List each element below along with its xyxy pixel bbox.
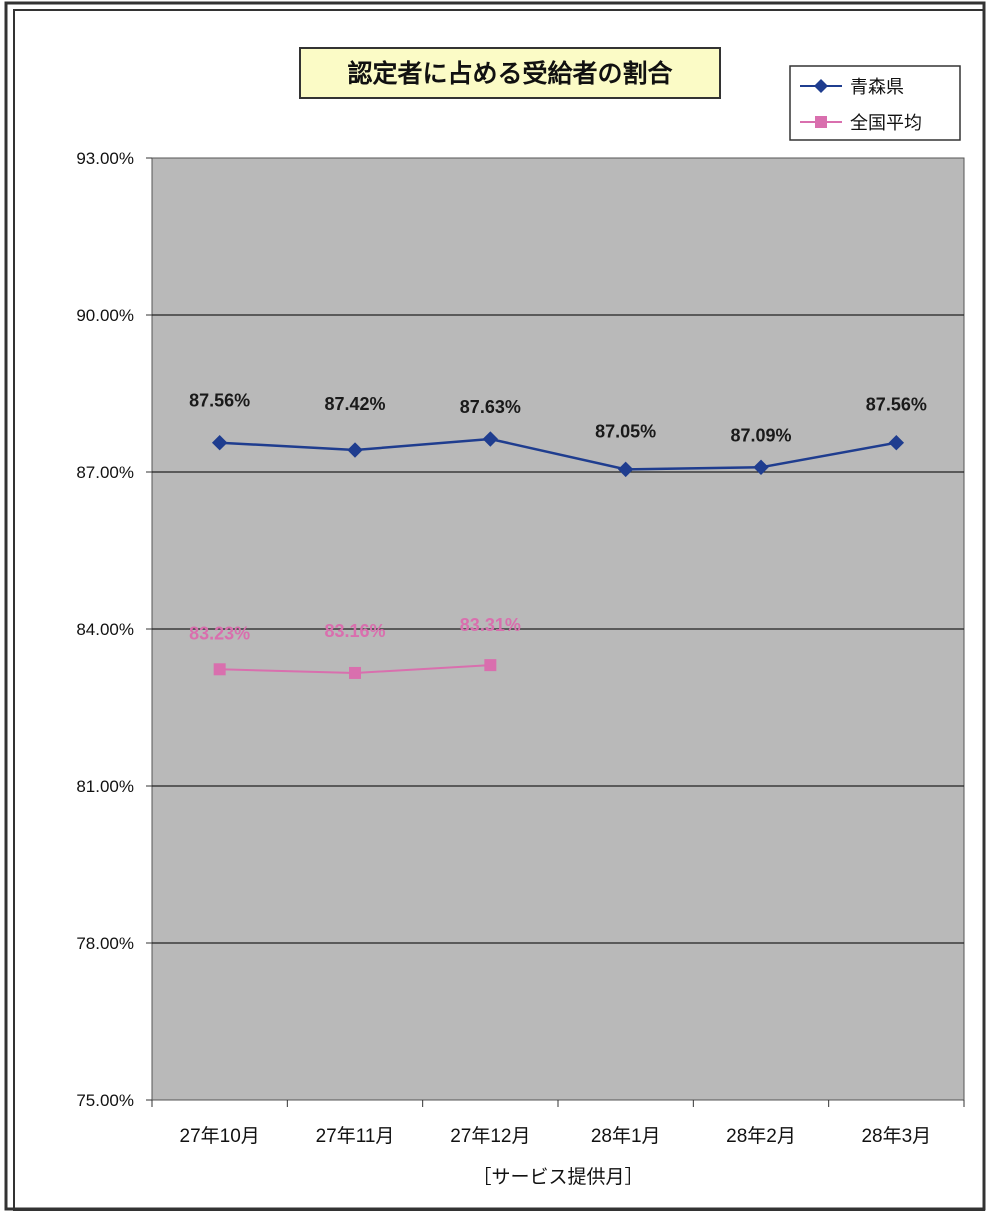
legend-label: 全国平均 (850, 113, 922, 134)
y-tick-label: 90.00% (76, 306, 134, 325)
legend-marker (815, 116, 827, 128)
x-tick-label: 27年11月 (316, 1125, 395, 1147)
title-box (299, 47, 721, 99)
x-tick-label: 27年12月 (450, 1125, 530, 1147)
data-point (482, 431, 499, 447)
data-label: 83.31% (460, 615, 521, 635)
series-line (219, 437, 897, 471)
series-layer: 87.56% 87.42% 87.63% 87.05% 87.09% 87.56% 83.2… (189, 391, 927, 679)
data-point (888, 434, 905, 451)
data-label: 87.09% (730, 425, 791, 445)
x-tick-label: 27年10月 (180, 1125, 260, 1147)
data-label: 87.42% (324, 394, 385, 414)
series-aomori: 87.56% 87.42% 87.63% 87.05% 87.09% 87.56% (189, 391, 927, 478)
y-tick-label: 93.00% (76, 149, 134, 168)
data-label: 87.05% (595, 421, 656, 441)
x-axis-label: ［サービス提供月］ (472, 1166, 643, 1188)
data-label: 83.23% (189, 623, 250, 643)
series-national: 83.23% 83.16% 83.31% (189, 615, 521, 679)
data-point (211, 434, 228, 451)
chart-title: 認定者に占める受給者の割合 (347, 59, 673, 88)
data-point (484, 659, 497, 672)
x-tick-label: 28年2月 (726, 1125, 796, 1147)
data-point (349, 666, 361, 679)
y-tick-label: 81.00% (76, 777, 134, 796)
y-axis-ticks: 75.00% 78.00% 81.00% 84.00% 87.00% 90.00% 93.0… (76, 149, 152, 1110)
data-point (617, 461, 634, 478)
legend-label: 青森県 (850, 77, 904, 98)
inner-frame (13, 9, 985, 1211)
data-label: 87.63% (460, 397, 521, 417)
data-point (213, 663, 226, 676)
data-point (753, 459, 769, 475)
data-label: 87.56% (866, 395, 927, 415)
y-tick-label: 84.00% (76, 620, 134, 639)
gridlines (152, 314, 964, 944)
x-axis-ticks: 27年10月 27年11月 27年12月 28年1月 28年2月 28年3月 (151, 1100, 965, 1147)
y-tick-label: 78.00% (76, 934, 134, 953)
data-point (347, 442, 363, 458)
y-tick-label: 75.00% (76, 1091, 134, 1110)
x-tick-label: 28年1月 (591, 1125, 661, 1147)
y-tick-label: 87.00% (76, 463, 134, 482)
data-label: 83.16% (324, 621, 385, 641)
x-tick-label: 28年3月 (861, 1125, 931, 1147)
data-label: 87.56% (189, 391, 250, 411)
legend-marker (814, 79, 828, 93)
